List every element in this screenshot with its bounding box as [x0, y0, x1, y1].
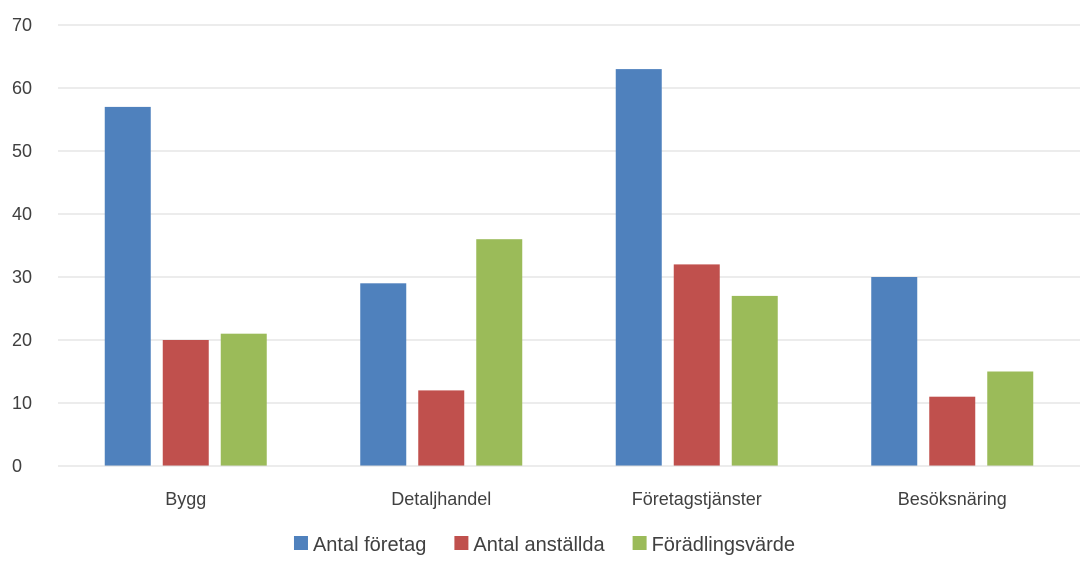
y-tick-label: 60	[12, 78, 32, 98]
bar	[929, 396, 976, 466]
y-tick-label: 30	[12, 267, 32, 287]
y-tick-label: 10	[12, 393, 32, 413]
y-tick-label: 40	[12, 204, 32, 224]
bar	[418, 390, 465, 466]
legend-swatch	[293, 536, 308, 550]
legend-swatch	[632, 536, 647, 550]
y-tick-label: 0	[12, 456, 22, 476]
x-category-label: Företagstjänster	[632, 489, 762, 509]
legend-label: Antal anställda	[473, 534, 605, 556]
legend-label: Förädlingsvärde	[652, 534, 795, 556]
bar	[871, 277, 918, 466]
bar	[476, 239, 523, 466]
bar	[987, 371, 1034, 466]
bars	[104, 69, 1034, 467]
y-tick-label: 70	[12, 15, 32, 35]
bar	[360, 283, 407, 466]
legend: Antal företag Antal anställda Förädlingsvä…	[293, 534, 795, 556]
bar	[673, 264, 720, 466]
x-category-label: Besöksnäring	[898, 489, 1007, 509]
bar	[162, 340, 209, 466]
bar	[220, 333, 267, 466]
y-axis-tick-labels: 0 10 20 30 40 50 60 70	[12, 15, 32, 476]
bar	[615, 69, 662, 466]
x-category-label: Detaljhandel	[391, 489, 491, 509]
y-tick-label: 50	[12, 141, 32, 161]
gridlines	[58, 24, 1080, 404]
bar	[104, 106, 151, 467]
legend-swatch	[454, 536, 469, 550]
x-axis-category-labels: Bygg Detaljhandel Företagstjänster Besöksnä…	[165, 489, 1007, 509]
legend-label: Antal företag	[313, 534, 426, 556]
y-tick-label: 20	[12, 330, 32, 350]
x-category-label: Bygg	[165, 489, 206, 509]
bar	[731, 295, 778, 466]
